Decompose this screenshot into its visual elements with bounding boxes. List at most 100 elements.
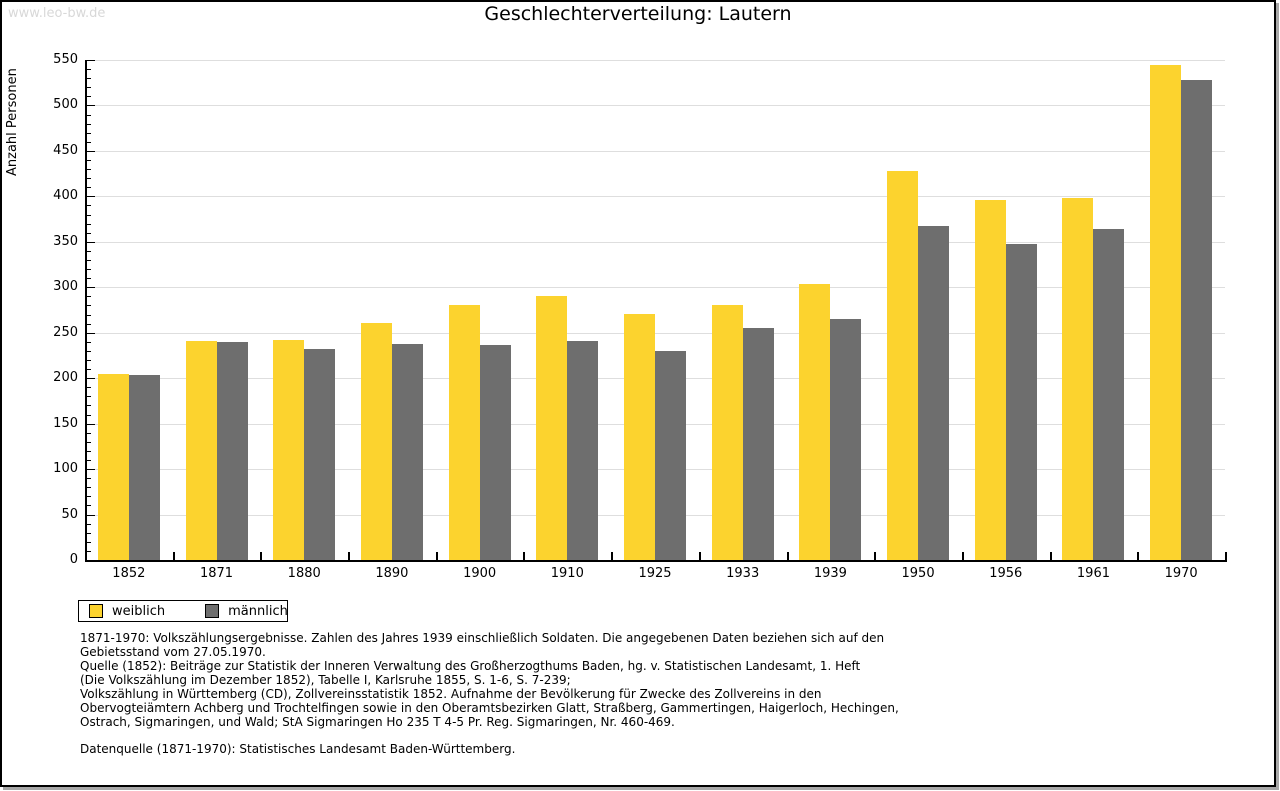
x-tick-label-1950: 1950: [901, 566, 935, 581]
bar-männlich-1880: [304, 349, 336, 560]
y-tick-540: [87, 69, 91, 71]
y-tick-label-550: 550: [53, 52, 78, 67]
x-tick-label-1956: 1956: [989, 566, 1023, 581]
y-tick-230: [87, 350, 91, 352]
y-tick-340: [87, 250, 91, 252]
legend: weiblich männlich: [78, 600, 288, 622]
bar-weiblich-1961: [1062, 198, 1094, 560]
y-tick-label-0: 0: [69, 552, 78, 567]
bar-männlich-1970: [1181, 80, 1213, 560]
bar-männlich-1852: [128, 375, 160, 560]
y-tick-400: [87, 196, 95, 198]
bar-männlich-1961: [1093, 229, 1125, 560]
gridline-300: [87, 287, 1225, 289]
y-tick-360: [87, 232, 91, 234]
y-tick-label-50: 50: [61, 506, 78, 522]
y-tick-220: [87, 360, 91, 361]
y-tick-160: [87, 414, 91, 416]
x-tick-12: [1137, 552, 1140, 560]
x-tick-9: [874, 552, 877, 560]
footnotes: 1871-1970: Volkszählungsergebnisse. Zahl…: [80, 631, 1180, 756]
y-tick-390: [87, 205, 91, 207]
y-tick-370: [87, 223, 91, 225]
y-axis-label: Anzahl Personen: [5, 68, 20, 176]
x-tick-label-1880: 1880: [287, 566, 321, 581]
y-tick-520: [87, 87, 91, 89]
x-tick-label-1939: 1939: [813, 566, 847, 581]
bar-weiblich-1970: [1150, 64, 1182, 560]
y-tick-label-150: 150: [53, 415, 78, 431]
bar-weiblich-1852: [97, 373, 129, 560]
x-tick-label-1933: 1933: [726, 566, 760, 581]
bar-weiblich-1890: [360, 322, 392, 560]
gridline-550: [87, 60, 1225, 61]
x-tick-label-1961: 1961: [1076, 566, 1110, 581]
gridline-500: [87, 105, 1225, 107]
y-tick-label-200: 200: [53, 370, 78, 386]
y-tick-330: [87, 260, 91, 261]
legend-swatch-maennlich: [205, 604, 220, 618]
bar-männlich-1950: [918, 226, 950, 560]
y-tick-430: [87, 169, 91, 171]
y-tick-label-450: 450: [53, 142, 78, 158]
watermark: www.leo-bw.de: [8, 6, 106, 21]
footnote-line-2: Gebietsstand vom 27.05.1970.: [80, 645, 266, 659]
gridline-450: [87, 150, 1225, 152]
gridline-350: [87, 241, 1225, 243]
y-tick-410: [87, 187, 91, 189]
gridline-250: [87, 332, 1225, 334]
y-tick-label-100: 100: [53, 461, 78, 477]
x-tick-label-1925: 1925: [638, 566, 672, 581]
bar-weiblich-1871: [185, 340, 217, 560]
y-tick-240: [87, 341, 91, 343]
x-tick-label-1910: 1910: [550, 566, 584, 581]
x-tick-label-1970: 1970: [1164, 566, 1198, 581]
y-tick-210: [87, 369, 91, 371]
bar-männlich-1871: [216, 341, 248, 560]
x-tick-7: [698, 552, 701, 560]
footnote-line-1: 1871-1970: Volkszählungsergebnisse. Zahl…: [80, 631, 885, 645]
y-tick-90: [87, 478, 91, 480]
y-tick-260: [87, 323, 91, 325]
y-tick-490: [87, 114, 91, 116]
x-tick-label-1852: 1852: [112, 566, 146, 581]
y-tick-30: [87, 532, 91, 534]
bar-weiblich-1950: [887, 170, 919, 560]
x-tick-11: [1049, 552, 1052, 560]
y-tick-20: [87, 541, 91, 543]
y-tick-60: [87, 505, 91, 507]
y-tick-50: [87, 514, 95, 516]
y-tick-170: [87, 405, 91, 407]
gridline-400: [87, 196, 1225, 198]
bar-weiblich-1880: [273, 340, 305, 560]
y-tick-450: [87, 150, 95, 152]
y-tick-80: [87, 487, 91, 489]
y-tick-350: [87, 241, 95, 243]
y-tick-100: [87, 469, 95, 471]
x-axis-line: [85, 560, 1227, 562]
y-tick-40: [87, 523, 91, 525]
x-tick-8: [786, 552, 789, 560]
bar-männlich-1939: [830, 319, 862, 560]
y-tick-140: [87, 432, 91, 434]
y-tick-10: [87, 550, 91, 552]
bar-weiblich-1933: [711, 304, 743, 560]
y-tick-label-300: 300: [53, 279, 78, 295]
x-tick-label-1871: 1871: [199, 566, 234, 581]
bar-männlich-1925: [655, 350, 686, 560]
y-tick-550: [87, 60, 95, 61]
y-tick-310: [87, 278, 91, 280]
y-tick-110: [87, 460, 91, 461]
footnote-line-6: Obervogteiämtern Achberg und Trochtelfin…: [80, 701, 899, 715]
x-tick-5: [523, 552, 526, 560]
y-tick-200: [87, 378, 95, 380]
y-tick-180: [87, 396, 91, 398]
y-tick-470: [87, 132, 91, 134]
y-tick-280: [87, 305, 91, 307]
y-tick-460: [87, 141, 91, 143]
footnote-line-3: Quelle (1852): Beiträge zur Statistik de…: [80, 659, 861, 673]
bar-männlich-1933: [742, 328, 774, 560]
y-tick-150: [87, 423, 95, 425]
x-tick-2: [260, 552, 263, 560]
